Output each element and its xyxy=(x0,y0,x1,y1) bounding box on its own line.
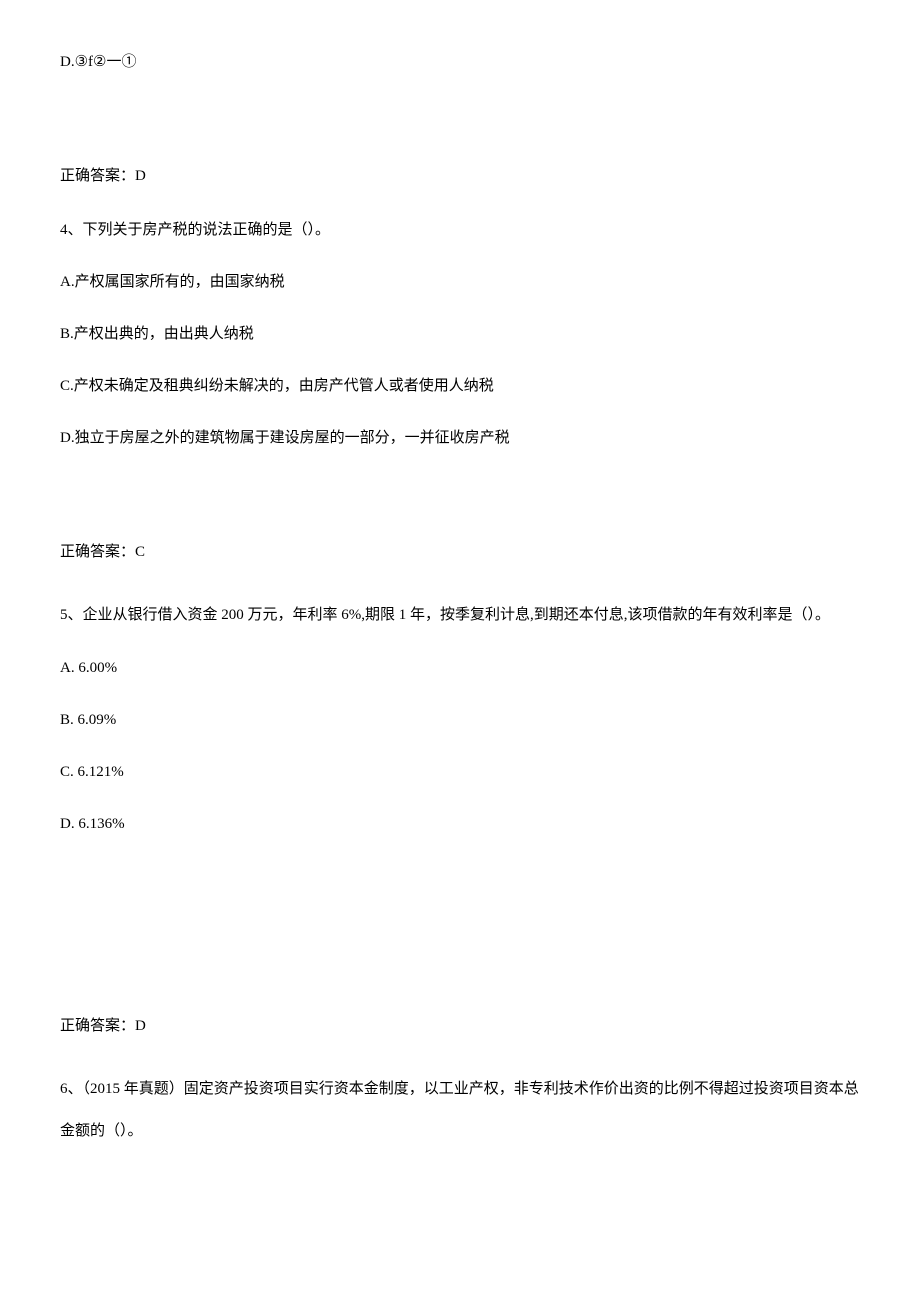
q5-intro-text: 5、企业从银行借入资金 200 万元，年利率 6%,期限 1 年，按季复利计息,… xyxy=(60,607,830,623)
q3-answer-text: 正确答案：D xyxy=(60,168,146,184)
q4-answer-text: 正确答案：C xyxy=(60,544,145,560)
q5-option-c: C. 6.121% xyxy=(60,760,860,784)
q6-intro-text: 6、（2015 年真题）固定资产投资项目实行资本金制度，以工业产权，非专利技术作… xyxy=(60,1081,859,1139)
document-page: D.③f②一① 正确答案：D 4、下列关于房产税的说法正确的是（）。 A.产权属… xyxy=(0,0,920,1222)
q4-option-d-text: D.独立于房屋之外的建筑物属于建设房屋的一部分，一并征收房产税 xyxy=(60,430,510,446)
q3-option-d: D.③f②一① xyxy=(60,50,860,74)
q3-option-d-text: D.③f②一① xyxy=(60,54,136,70)
q5-answer: 正确答案：D xyxy=(60,1014,860,1038)
q5-option-d: D. 6.136% xyxy=(60,812,860,836)
q4-option-c-text: C.产权未确定及租典纠纷未解决的，由房产代管人或者使用人纳税 xyxy=(60,378,494,394)
q4-answer: 正确答案：C xyxy=(60,540,860,564)
q5-option-a: A. 6.00% xyxy=(60,656,860,680)
spacer xyxy=(60,864,860,924)
q4-intro: 4、下列关于房产税的说法正确的是（）。 xyxy=(60,218,860,242)
q5-option-d-text: D. 6.136% xyxy=(60,816,125,832)
q5-intro: 5、企业从银行借入资金 200 万元，年利率 6%,期限 1 年，按季复利计息,… xyxy=(60,594,860,636)
q5-answer-text: 正确答案：D xyxy=(60,1018,146,1034)
q4-option-c: C.产权未确定及租典纠纷未解决的，由房产代管人或者使用人纳税 xyxy=(60,374,860,398)
q3-answer: 正确答案：D xyxy=(60,164,860,188)
q5-option-c-text: C. 6.121% xyxy=(60,764,124,780)
q4-option-b: B.产权出典的，由出典人纳税 xyxy=(60,322,860,346)
q4-option-b-text: B.产权出典的，由出典人纳税 xyxy=(60,326,254,342)
q6-intro: 6、（2015 年真题）固定资产投资项目实行资本金制度，以工业产权，非专利技术作… xyxy=(60,1068,860,1152)
q4-option-d: D.独立于房屋之外的建筑物属于建设房屋的一部分，一并征收房产税 xyxy=(60,426,860,450)
q4-option-a: A.产权属国家所有的，由国家纳税 xyxy=(60,270,860,294)
q5-option-b: B. 6.09% xyxy=(60,708,860,732)
q5-option-a-text: A. 6.00% xyxy=(60,660,117,676)
q4-option-a-text: A.产权属国家所有的，由国家纳税 xyxy=(60,274,285,290)
q4-intro-text: 4、下列关于房产税的说法正确的是（）。 xyxy=(60,222,330,238)
q5-option-b-text: B. 6.09% xyxy=(60,712,116,728)
